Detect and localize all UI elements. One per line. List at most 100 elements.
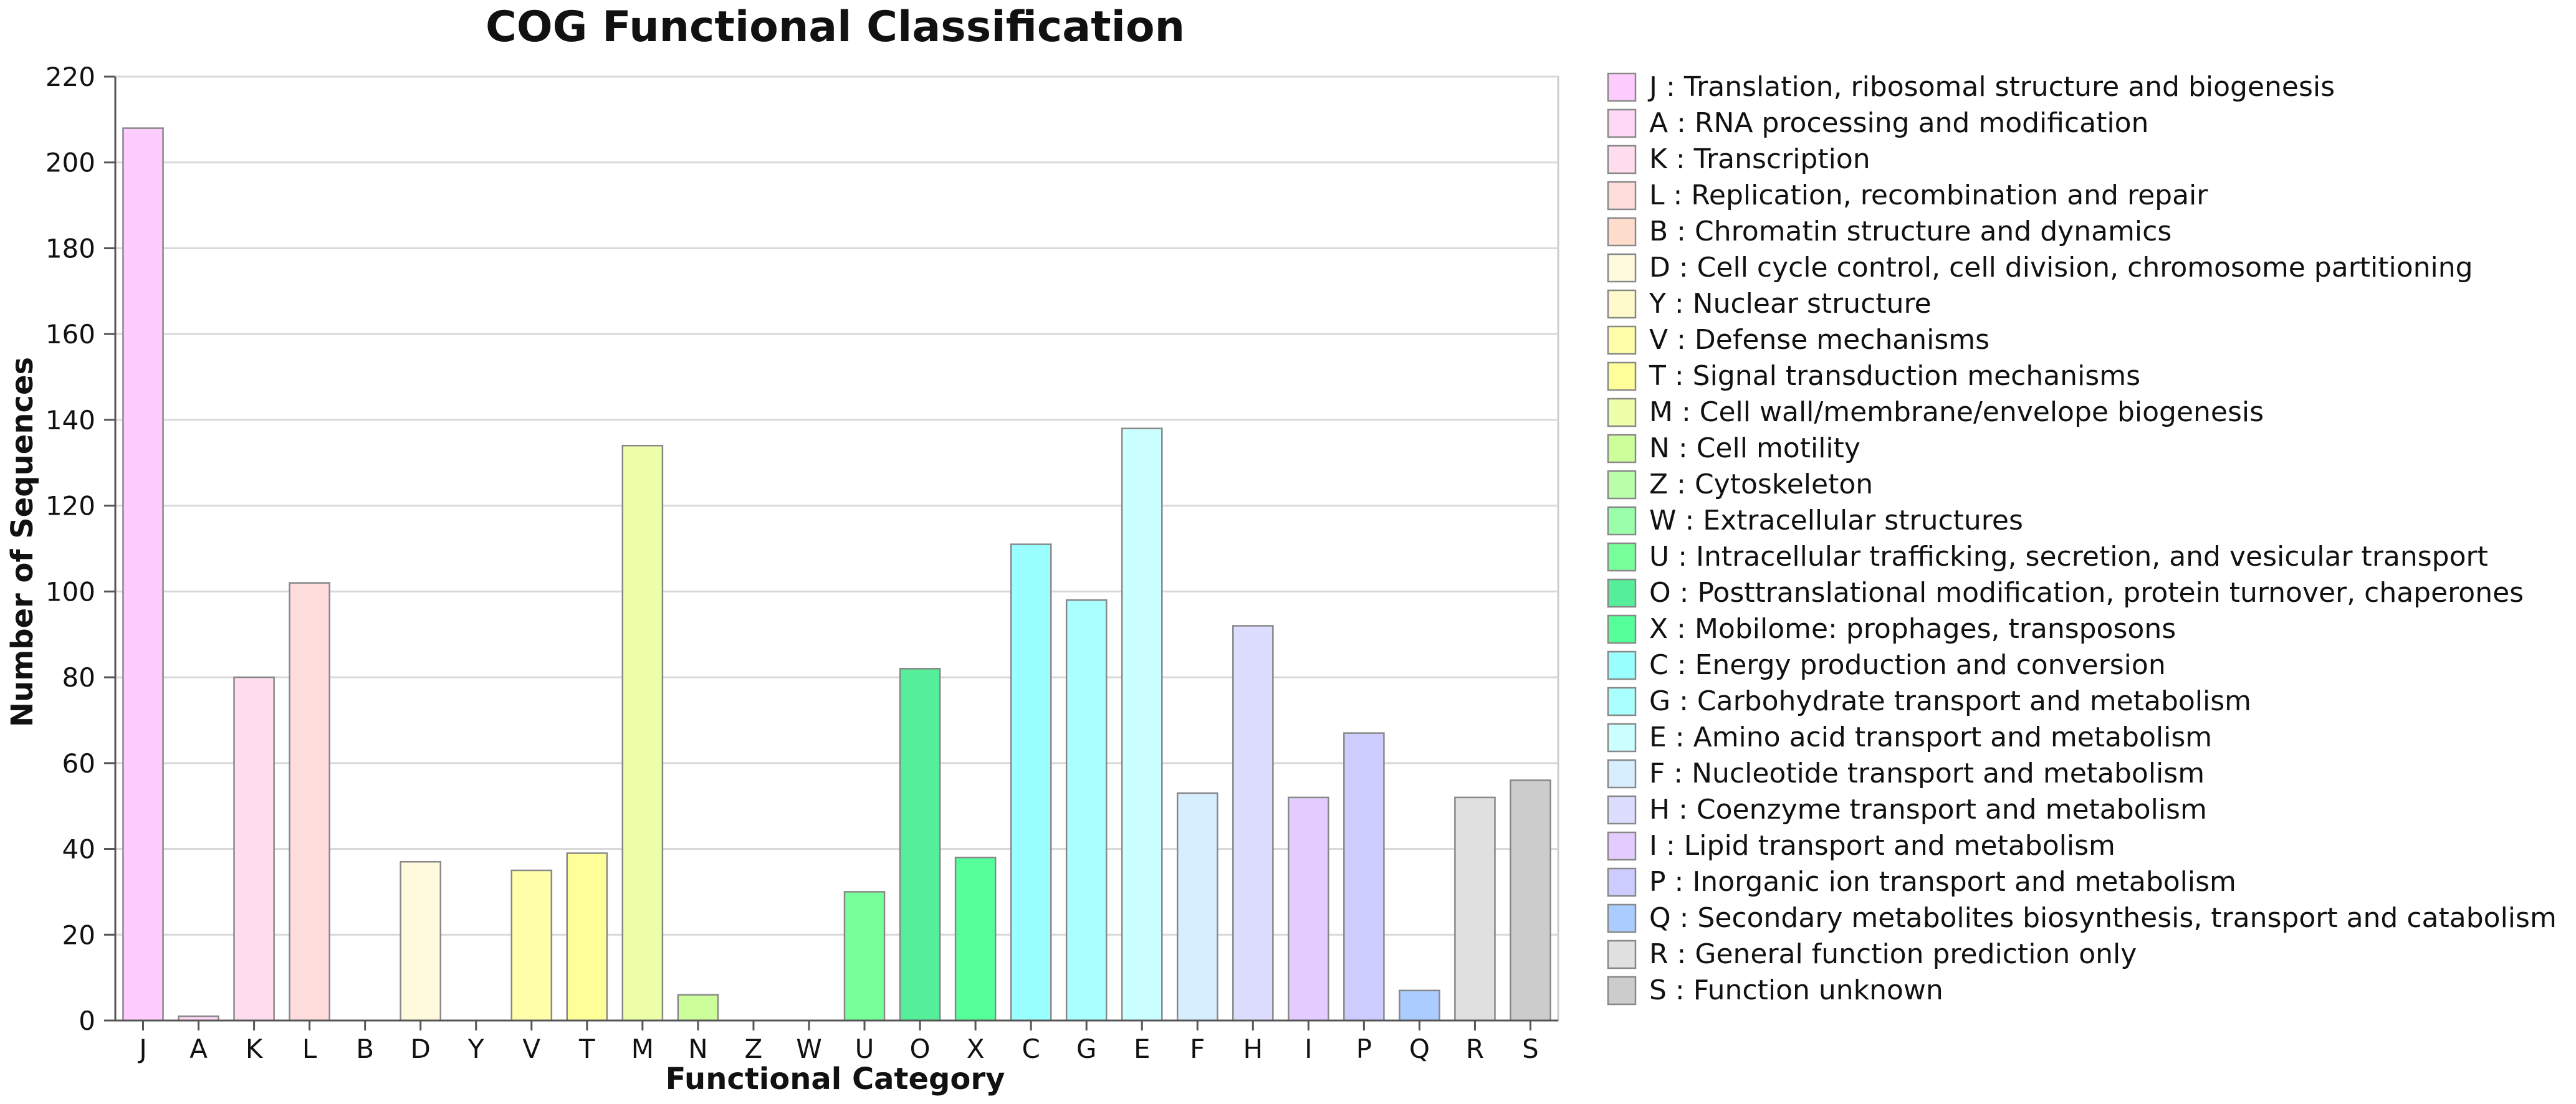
bar-I	[1288, 796, 1329, 1022]
x-tick-label-D: D	[411, 1034, 431, 1064]
legend-swatch-Z	[1607, 470, 1637, 500]
legend-label-Q: Q : Secondary metabolites biosynthesis, …	[1649, 902, 2557, 934]
plot-frame	[114, 75, 1559, 1022]
legend-swatch-R	[1607, 940, 1637, 969]
legend-label-O: O : Posttranslational modification, prot…	[1649, 577, 2524, 609]
legend-label-M: M : Cell wall/membrane/envelope biogenes…	[1649, 396, 2264, 428]
y-tick-label: 60	[62, 748, 95, 779]
bars	[122, 127, 1551, 1022]
legend-label-F: F : Nucleotide transport and metabolism	[1649, 758, 2205, 789]
legend-swatch-A	[1607, 108, 1637, 138]
y-tick-label: 180	[45, 233, 95, 264]
legend-label-N: N : Cell motility	[1649, 432, 1860, 464]
x-tick-label-Z: Z	[745, 1034, 763, 1064]
x-tick-label-F: F	[1190, 1034, 1205, 1064]
legend-swatch-G	[1607, 687, 1637, 716]
x-tick-label-N: N	[688, 1034, 707, 1064]
bar-X	[954, 857, 997, 1022]
y-tick-label: 100	[45, 576, 95, 607]
legend-swatch-U	[1607, 542, 1637, 572]
legend-label-P: P : Inorganic ion transport and metaboli…	[1649, 866, 2236, 898]
legend-label-U: U : Intracellular trafficking, secretion…	[1649, 541, 2488, 573]
legend-swatch-E	[1607, 723, 1637, 753]
x-tick-label-Q: Q	[1409, 1034, 1430, 1064]
bar-J	[122, 127, 164, 1022]
legend-label-D: D : Cell cycle control, cell division, c…	[1649, 252, 2473, 283]
x-tick-label-R: R	[1466, 1034, 1484, 1064]
legend-swatch-F	[1607, 759, 1637, 789]
legend-swatch-J	[1607, 72, 1637, 102]
x-axis-title: Functional Category	[666, 1062, 1005, 1097]
x-tick-label-T: T	[578, 1034, 595, 1064]
bar-E	[1121, 427, 1163, 1022]
legend-label-K: K : Transcription	[1649, 143, 1870, 175]
legend-swatch-H	[1607, 795, 1637, 825]
bar-R	[1454, 796, 1496, 1022]
x-tick-label-C: C	[1022, 1034, 1040, 1064]
legend-label-B: B : Chromatin structure and dynamics	[1649, 216, 2171, 247]
x-tick-label-I: I	[1305, 1034, 1312, 1064]
legend-swatch-Y	[1607, 289, 1637, 319]
x-tick-label-K: K	[246, 1034, 264, 1064]
legend-label-R: R : General function prediction only	[1649, 938, 2137, 970]
y-axis-ticks: 0 20 40 60 80 100 120 140 160 180 200 220	[45, 62, 115, 1036]
legend-label-V: V : Defense mechanisms	[1649, 324, 1989, 356]
legend-label-I: I : Lipid transport and metabolism	[1649, 830, 2115, 862]
x-tick-label-M: M	[631, 1034, 654, 1064]
x-tick-label-U: U	[855, 1034, 874, 1064]
legend-swatch-L	[1607, 181, 1637, 211]
x-tick-label-Y: Y	[467, 1034, 484, 1064]
legend-swatch-K	[1607, 145, 1637, 174]
legend-swatch-C	[1607, 650, 1637, 680]
x-tick-label-W: W	[796, 1034, 822, 1064]
x-tick-label-H: H	[1243, 1034, 1263, 1064]
legend-label-S: S : Function unknown	[1649, 974, 1943, 1006]
plot-area	[114, 75, 1559, 1022]
legend-label-J: J : Translation, ribosomal structure and…	[1647, 71, 2335, 103]
y-tick-label: 40	[62, 834, 95, 865]
legend-label-C: C : Energy production and conversion	[1649, 649, 2166, 681]
bar-Q	[1399, 989, 1440, 1022]
legend-label-H: H : Coenzyme transport and metabolism	[1649, 794, 2207, 826]
bar-M	[621, 444, 664, 1022]
x-tick-label-G: G	[1076, 1034, 1097, 1064]
y-axis-title: Number of Sequences	[5, 357, 40, 727]
legend-label-A: A : RNA processing and modification	[1649, 107, 2148, 139]
legend-swatch-B	[1607, 217, 1637, 247]
x-tick-label-O: O	[910, 1034, 931, 1064]
bar-O	[899, 668, 941, 1022]
bar-L	[289, 582, 330, 1022]
legend-swatch-T	[1607, 361, 1637, 391]
bar-C	[1010, 543, 1052, 1022]
x-tick-label-B: B	[356, 1034, 374, 1064]
x-tick-label-J: J	[137, 1034, 146, 1064]
legend-swatch-M	[1607, 397, 1637, 427]
x-tick-label-E: E	[1134, 1034, 1151, 1064]
x-tick-label-P: P	[1356, 1034, 1372, 1064]
y-tick-label: 20	[62, 920, 95, 950]
bar-T	[566, 852, 608, 1022]
x-tick-label-A: A	[189, 1034, 208, 1064]
legend-swatch-X	[1607, 614, 1637, 644]
bar-U	[843, 891, 886, 1022]
bar-D	[400, 860, 442, 1022]
x-tick-label-L: L	[302, 1034, 317, 1064]
legend-label-E: E : Amino acid transport and metabolism	[1649, 721, 2212, 753]
legend-swatch-W	[1607, 506, 1637, 536]
y-tick-label: 120	[45, 491, 95, 521]
legend-label-Z: Z : Cytoskeleton	[1649, 469, 1873, 500]
legend-swatch-N	[1607, 434, 1637, 464]
bar-G	[1065, 599, 1108, 1022]
y-tick-label: 0	[79, 1006, 95, 1036]
legend-label-T: T : Signal transduction mechanisms	[1649, 360, 2140, 392]
bar-F	[1176, 792, 1219, 1022]
bar-V	[510, 869, 553, 1022]
bar-H	[1232, 625, 1274, 1022]
legend-swatch-I	[1607, 831, 1637, 861]
chart-title: COG Functional Classification	[486, 2, 1185, 52]
y-tick-label: 140	[45, 405, 95, 435]
legend-label-L: L : Replication, recombination and repai…	[1649, 179, 2208, 211]
legend-swatch-O	[1607, 578, 1637, 608]
bar-P	[1343, 732, 1385, 1022]
